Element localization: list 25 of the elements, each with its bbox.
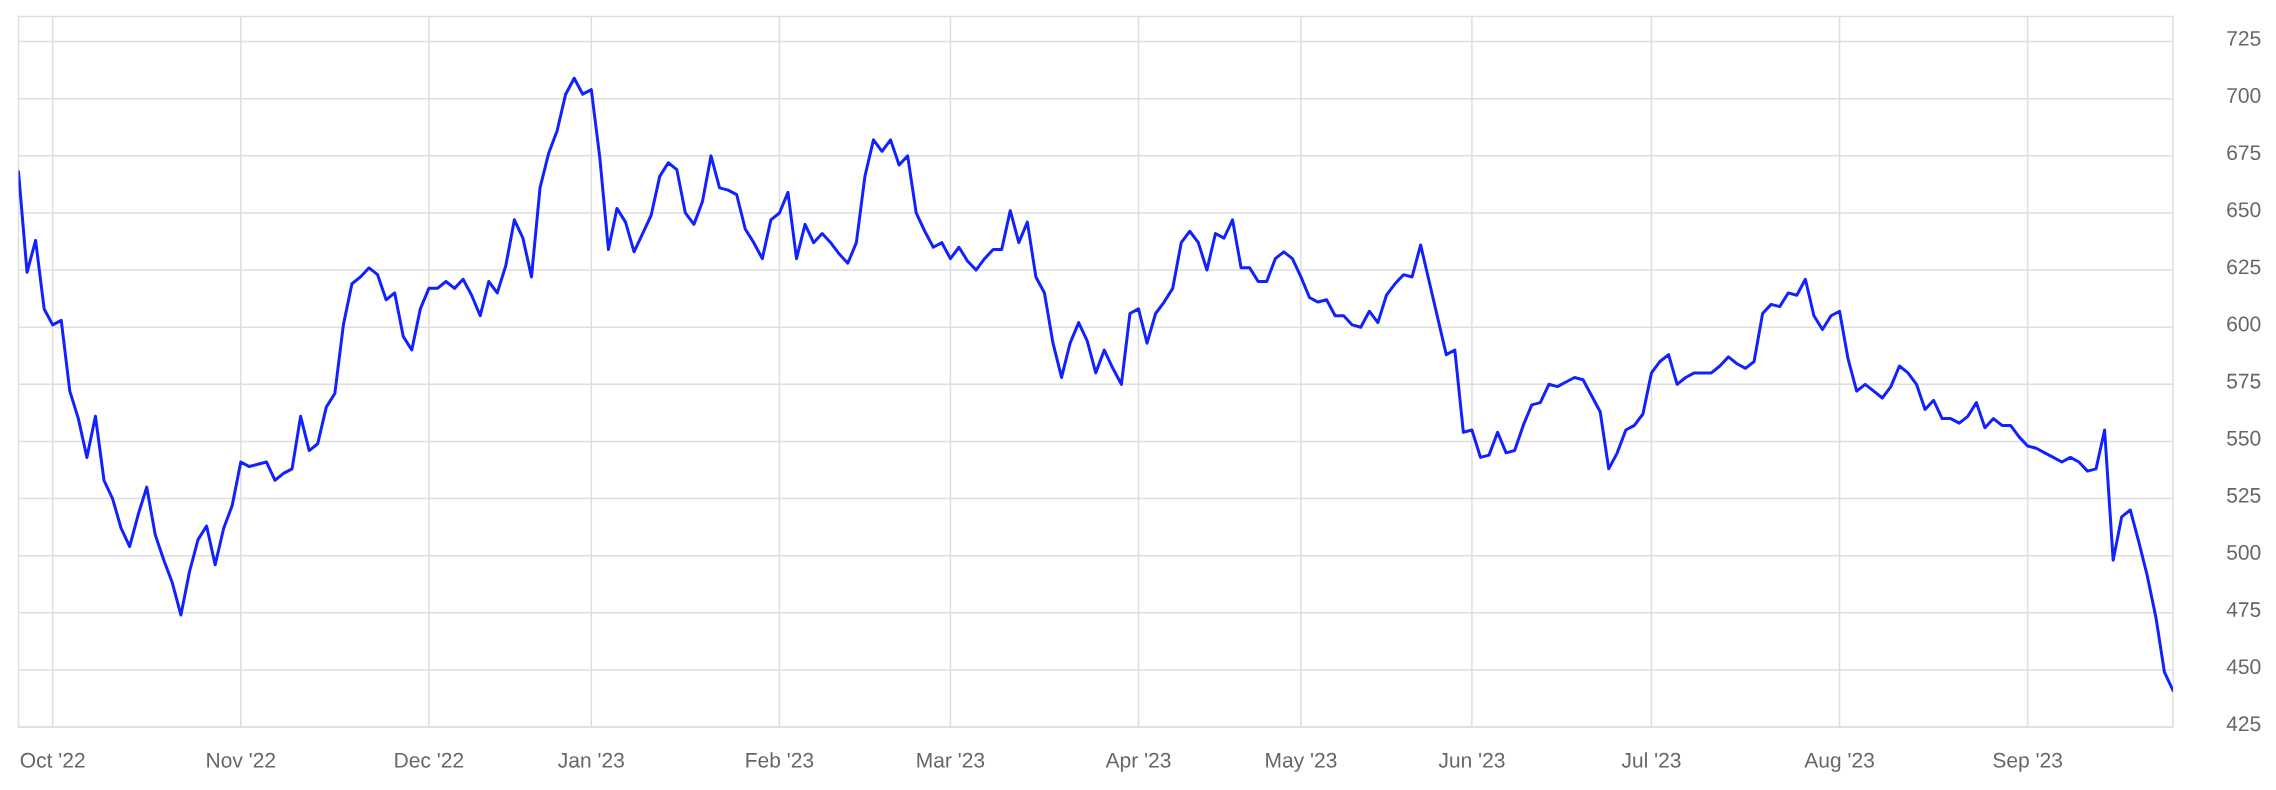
- y-tick-label: 525: [2227, 487, 2261, 503]
- x-tick-label: Jan '23: [558, 752, 624, 768]
- x-tick-label: Feb '23: [746, 752, 814, 768]
- y-tick-label: 425: [2226, 716, 2261, 732]
- x-tick-label: Apr '23: [1105, 752, 1171, 772]
- y-tick-label: 625: [2227, 259, 2261, 275]
- y-tick-label: 500: [2227, 544, 2261, 560]
- x-tick-label: Sep '23: [1993, 752, 2062, 772]
- x-tick-label: Jul '23: [1621, 752, 1681, 768]
- x-tick-label: Nov '22: [207, 752, 275, 768]
- x-tick-label: Mar '23: [917, 752, 985, 768]
- y-tick-label: 675: [2227, 145, 2261, 161]
- x-tick-label: Dec '22: [395, 752, 464, 768]
- y-tick-label: 700: [2227, 88, 2261, 103]
- y-tick-label: 650: [2227, 202, 2261, 218]
- y-tick-label: 450: [2226, 659, 2261, 675]
- x-tick-label: Aug '23: [1804, 752, 1874, 772]
- y-tick-label: 475: [2226, 602, 2261, 617]
- x-tick-label: Jun '23: [1438, 752, 1505, 768]
- y-tick-label: 725: [2227, 30, 2261, 46]
- y-tick-label: 575: [2227, 373, 2261, 389]
- y-tick-label: 550: [2227, 430, 2261, 446]
- y-tick-label: 600: [2227, 316, 2261, 332]
- x-tick-label: May '23: [1266, 752, 1337, 772]
- x-tick-label: Oct '22: [20, 752, 85, 768]
